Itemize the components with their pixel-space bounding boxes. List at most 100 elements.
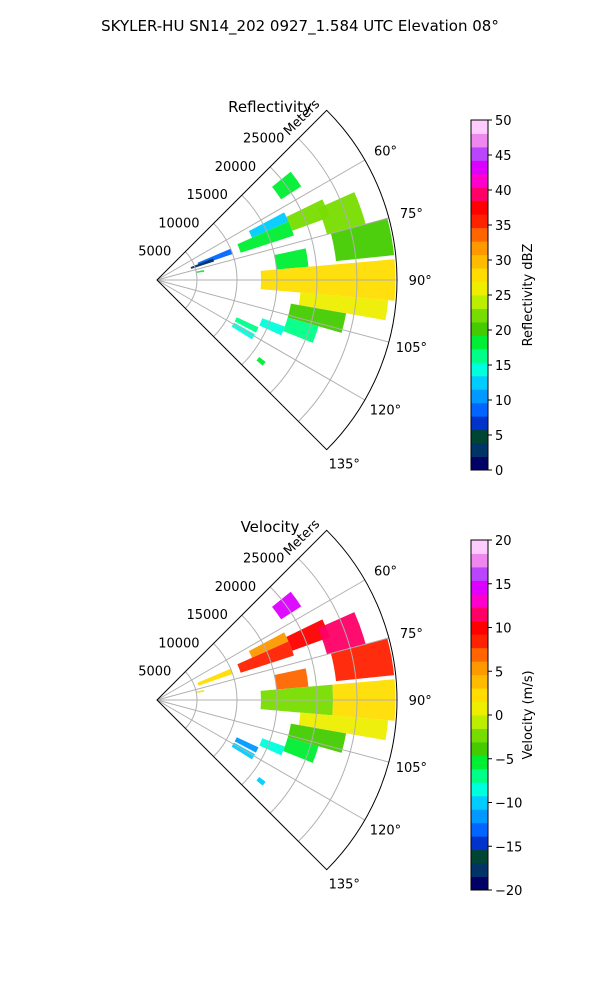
radial-tick-label: 20000: [215, 580, 256, 595]
azimuth-gridline: [156, 579, 366, 701]
echo-region: [248, 212, 289, 238]
colorbar-segment: [471, 741, 488, 756]
colorbar-segment: [471, 241, 488, 256]
azimuth-tick-label: 105°: [396, 341, 427, 356]
colorbar-tick-label: 45: [495, 149, 512, 164]
sector-frame: [156, 109, 398, 451]
colorbar-segment: [471, 133, 488, 148]
echo-region: [274, 668, 309, 690]
colorbar-segment: [471, 768, 488, 783]
colorbar-segment: [471, 849, 488, 864]
colorbar-tick-label: 20: [495, 324, 512, 339]
radial-tick-label: 10000: [158, 216, 199, 231]
colorbar-segment: [471, 308, 488, 323]
echo-region: [248, 632, 289, 658]
colorbar-tick-label: 10: [495, 622, 512, 637]
azimuth-tick-label: 135°: [329, 457, 360, 472]
colorbar-segment: [471, 701, 488, 716]
colorbar-tick-label: −10: [495, 797, 522, 812]
colorbar-segment: [471, 607, 488, 622]
azimuth-gridline: [156, 279, 366, 401]
echo-region: [259, 738, 285, 756]
azimuth-tick-label: 90°: [409, 274, 432, 289]
colorbar-segment: [471, 809, 488, 824]
sector-frame: [156, 529, 398, 871]
colorbar-tick-label: 15: [495, 359, 512, 374]
colorbar-tick-label: 50: [495, 114, 512, 129]
colorbar-segment: [471, 593, 488, 608]
colorbar-segment: [471, 688, 488, 703]
radial-tick-label: 10000: [158, 636, 199, 651]
azimuth-tick-label: 60°: [374, 564, 397, 579]
echo-region: [234, 317, 259, 333]
colorbar-label: Velocity (m/s): [521, 670, 536, 759]
colorbar-tick-label: −20: [495, 884, 522, 899]
echo-region: [317, 192, 366, 235]
azimuth-tick-label: 60°: [374, 144, 397, 159]
colorbar-segment: [471, 674, 488, 689]
colorbar-segment: [471, 566, 488, 581]
colorbar-segment: [471, 715, 488, 729]
azimuth-gridline: [156, 217, 389, 281]
colorbar-segment: [471, 281, 488, 296]
echo-region: [274, 248, 309, 270]
echo-region: [287, 723, 347, 753]
colorbar-segment: [471, 540, 488, 554]
colorbar-segment: [471, 348, 488, 363]
echo-region: [196, 270, 205, 274]
azimuth-gridline: [156, 699, 389, 763]
colorbar-tick-label: −5: [495, 753, 514, 768]
echo-region: [287, 303, 347, 333]
azimuth-tick-label: 75°: [400, 627, 423, 642]
colorbar-segment: [471, 375, 488, 390]
echo-region: [298, 292, 389, 321]
echo-region: [330, 638, 395, 682]
colorbar-segment: [471, 335, 488, 350]
colorbar-segment: [471, 456, 488, 471]
azimuth-tick-label: 135°: [329, 877, 360, 892]
echo-region: [237, 221, 294, 253]
colorbar-segment: [471, 863, 488, 878]
colorbar-segment: [471, 227, 488, 242]
echo-region: [330, 218, 395, 262]
colorbar-segment: [471, 580, 488, 595]
echo-region: [237, 641, 294, 673]
panel-title: Reflectivity: [228, 98, 312, 116]
colorbar-segment: [471, 389, 488, 404]
echo-region: [259, 318, 285, 336]
colorbar-segment: [471, 795, 488, 810]
reflectivity-panel: 5000 10000 15000 20000 25000 60° 75° 90° 105° 120…: [138, 97, 536, 479]
radial-tick-label: 5000: [138, 665, 171, 680]
colorbar-segment: [471, 254, 488, 269]
colorbar-tick-label: 30: [495, 254, 512, 269]
colorbar-segment: [471, 876, 488, 891]
colorbar-segment: [471, 160, 488, 175]
colorbar-tick-label: 5: [495, 665, 503, 680]
colorbar-tick-label: 20: [495, 534, 512, 549]
colorbar-tick-label: 5: [495, 429, 503, 444]
panel-title: Velocity: [241, 518, 300, 536]
colorbar-segment: [471, 620, 488, 635]
echo-region: [286, 199, 330, 231]
colorbar-segment: [471, 173, 488, 188]
colorbar-segment: [471, 755, 488, 770]
colorbar-segment: [471, 120, 488, 134]
echo-region: [298, 712, 389, 741]
azimuth-tick-label: 90°: [409, 694, 432, 709]
colorbar-segment: [471, 187, 488, 202]
echo-region: [234, 737, 259, 753]
colorbar-segment: [471, 634, 488, 649]
azimuth-gridline: [156, 699, 366, 821]
colorbar-segment: [471, 268, 488, 283]
colorbar-segment: [471, 647, 488, 662]
colorbar-segment: [471, 782, 488, 797]
colorbar-tick-label: −15: [495, 840, 522, 855]
colorbar-segment: [471, 146, 488, 161]
azimuth-tick-label: 105°: [396, 761, 427, 776]
azimuth-gridline: [156, 159, 366, 281]
colorbar-segment: [471, 362, 488, 377]
azimuth-gridline: [156, 637, 389, 701]
azimuth-tick-label: 75°: [400, 207, 423, 222]
echo-region: [256, 357, 266, 366]
